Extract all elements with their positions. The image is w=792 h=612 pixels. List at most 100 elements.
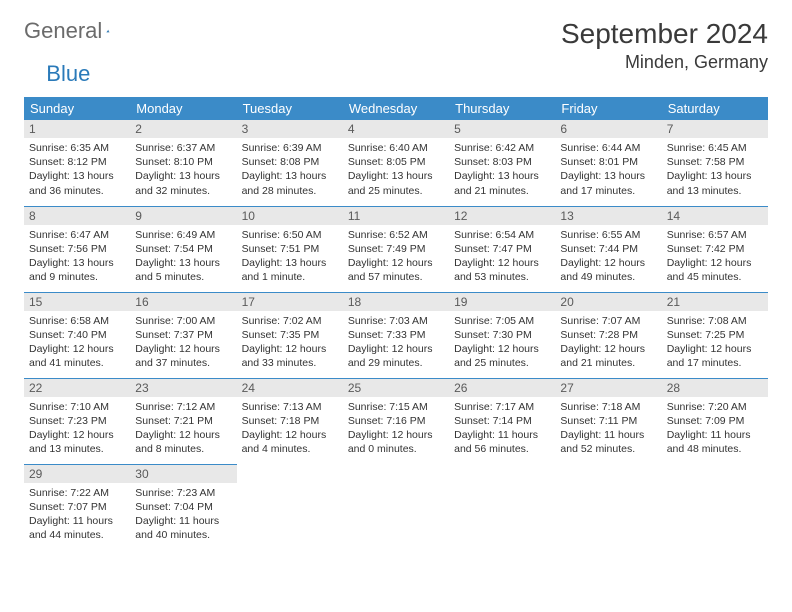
sunset-text: Sunset: 7:25 PM — [667, 328, 763, 342]
daylight-text: and 37 minutes. — [135, 356, 231, 370]
calendar-day-cell: 17Sunrise: 7:02 AMSunset: 7:35 PMDayligh… — [237, 292, 343, 378]
sunrise-text: Sunrise: 6:49 AM — [135, 228, 231, 242]
daylight-text: Daylight: 12 hours — [454, 256, 550, 270]
sunrise-text: Sunrise: 6:54 AM — [454, 228, 550, 242]
sunset-text: Sunset: 7:35 PM — [242, 328, 338, 342]
sunrise-text: Sunrise: 7:10 AM — [29, 400, 125, 414]
day-number: 19 — [449, 293, 555, 311]
daylight-text: and 17 minutes. — [667, 356, 763, 370]
weekday-header: Thursday — [449, 97, 555, 120]
daylight-text: and 52 minutes. — [560, 442, 656, 456]
weekday-header: Sunday — [24, 97, 130, 120]
sunset-text: Sunset: 8:10 PM — [135, 155, 231, 169]
day-number: 23 — [130, 379, 236, 397]
daylight-text: Daylight: 11 hours — [454, 428, 550, 442]
daylight-text: Daylight: 11 hours — [560, 428, 656, 442]
day-number: 9 — [130, 207, 236, 225]
sunset-text: Sunset: 7:56 PM — [29, 242, 125, 256]
sunrise-text: Sunrise: 7:20 AM — [667, 400, 763, 414]
calendar-week-row: 8Sunrise: 6:47 AMSunset: 7:56 PMDaylight… — [24, 206, 768, 292]
calendar-day-cell: 20Sunrise: 7:07 AMSunset: 7:28 PMDayligh… — [555, 292, 661, 378]
calendar-day-cell: 12Sunrise: 6:54 AMSunset: 7:47 PMDayligh… — [449, 206, 555, 292]
sunset-text: Sunset: 8:05 PM — [348, 155, 444, 169]
daylight-text: and 49 minutes. — [560, 270, 656, 284]
sunset-text: Sunset: 7:54 PM — [135, 242, 231, 256]
sunset-text: Sunset: 7:28 PM — [560, 328, 656, 342]
day-details: Sunrise: 6:45 AMSunset: 7:58 PMDaylight:… — [662, 138, 768, 203]
daylight-text: Daylight: 13 hours — [135, 256, 231, 270]
calendar-table: Sunday Monday Tuesday Wednesday Thursday… — [24, 97, 768, 550]
day-number: 4 — [343, 120, 449, 138]
daylight-text: Daylight: 13 hours — [29, 169, 125, 183]
daylight-text: Daylight: 12 hours — [667, 342, 763, 356]
sunrise-text: Sunrise: 6:55 AM — [560, 228, 656, 242]
calendar-day-cell: 28Sunrise: 7:20 AMSunset: 7:09 PMDayligh… — [662, 378, 768, 464]
daylight-text: and 5 minutes. — [135, 270, 231, 284]
sunset-text: Sunset: 7:09 PM — [667, 414, 763, 428]
sunrise-text: Sunrise: 7:00 AM — [135, 314, 231, 328]
day-details: Sunrise: 7:02 AMSunset: 7:35 PMDaylight:… — [237, 311, 343, 376]
daylight-text: Daylight: 12 hours — [348, 342, 444, 356]
day-number: 21 — [662, 293, 768, 311]
day-details: Sunrise: 7:03 AMSunset: 7:33 PMDaylight:… — [343, 311, 449, 376]
day-number: 18 — [343, 293, 449, 311]
brand-logo: General — [24, 18, 130, 44]
day-details: Sunrise: 6:47 AMSunset: 7:56 PMDaylight:… — [24, 225, 130, 290]
sunset-text: Sunset: 8:08 PM — [242, 155, 338, 169]
day-number: 17 — [237, 293, 343, 311]
sunset-text: Sunset: 7:07 PM — [29, 500, 125, 514]
calendar-day-cell: 3Sunrise: 6:39 AMSunset: 8:08 PMDaylight… — [237, 120, 343, 206]
day-number: 6 — [555, 120, 661, 138]
calendar-day-cell: 2Sunrise: 6:37 AMSunset: 8:10 PMDaylight… — [130, 120, 236, 206]
calendar-day-cell: 19Sunrise: 7:05 AMSunset: 7:30 PMDayligh… — [449, 292, 555, 378]
calendar-day-cell: 10Sunrise: 6:50 AMSunset: 7:51 PMDayligh… — [237, 206, 343, 292]
calendar-day-cell: 11Sunrise: 6:52 AMSunset: 7:49 PMDayligh… — [343, 206, 449, 292]
daylight-text: Daylight: 12 hours — [242, 428, 338, 442]
weekday-header: Monday — [130, 97, 236, 120]
daylight-text: and 21 minutes. — [560, 356, 656, 370]
calendar-day-cell: 1Sunrise: 6:35 AMSunset: 8:12 PMDaylight… — [24, 120, 130, 206]
daylight-text: Daylight: 13 hours — [560, 169, 656, 183]
daylight-text: Daylight: 13 hours — [454, 169, 550, 183]
sunrise-text: Sunrise: 7:17 AM — [454, 400, 550, 414]
daylight-text: Daylight: 12 hours — [560, 342, 656, 356]
day-number: 5 — [449, 120, 555, 138]
day-details: Sunrise: 7:13 AMSunset: 7:18 PMDaylight:… — [237, 397, 343, 462]
sunset-text: Sunset: 7:42 PM — [667, 242, 763, 256]
calendar-day-cell: 18Sunrise: 7:03 AMSunset: 7:33 PMDayligh… — [343, 292, 449, 378]
day-details: Sunrise: 6:49 AMSunset: 7:54 PMDaylight:… — [130, 225, 236, 290]
day-details: Sunrise: 7:22 AMSunset: 7:07 PMDaylight:… — [24, 483, 130, 548]
sunset-text: Sunset: 7:40 PM — [29, 328, 125, 342]
sunset-text: Sunset: 7:33 PM — [348, 328, 444, 342]
calendar-day-cell: 30Sunrise: 7:23 AMSunset: 7:04 PMDayligh… — [130, 464, 236, 550]
sunrise-text: Sunrise: 7:15 AM — [348, 400, 444, 414]
sunrise-text: Sunrise: 7:13 AM — [242, 400, 338, 414]
daylight-text: Daylight: 12 hours — [135, 342, 231, 356]
calendar-week-row: 29Sunrise: 7:22 AMSunset: 7:07 PMDayligh… — [24, 464, 768, 550]
daylight-text: Daylight: 11 hours — [29, 514, 125, 528]
brand-blue: Blue — [46, 61, 90, 87]
daylight-text: and 8 minutes. — [135, 442, 231, 456]
weekday-header-row: Sunday Monday Tuesday Wednesday Thursday… — [24, 97, 768, 120]
daylight-text: Daylight: 12 hours — [135, 428, 231, 442]
daylight-text: and 25 minutes. — [454, 356, 550, 370]
sunrise-text: Sunrise: 7:03 AM — [348, 314, 444, 328]
daylight-text: and 4 minutes. — [242, 442, 338, 456]
daylight-text: Daylight: 12 hours — [348, 428, 444, 442]
calendar-day-cell: 21Sunrise: 7:08 AMSunset: 7:25 PMDayligh… — [662, 292, 768, 378]
day-number: 14 — [662, 207, 768, 225]
daylight-text: and 41 minutes. — [29, 356, 125, 370]
sunset-text: Sunset: 7:47 PM — [454, 242, 550, 256]
calendar-day-cell: 22Sunrise: 7:10 AMSunset: 7:23 PMDayligh… — [24, 378, 130, 464]
sunset-text: Sunset: 7:30 PM — [454, 328, 550, 342]
day-number: 28 — [662, 379, 768, 397]
calendar-day-cell — [449, 464, 555, 550]
sunset-text: Sunset: 7:23 PM — [29, 414, 125, 428]
daylight-text: Daylight: 12 hours — [348, 256, 444, 270]
daylight-text: Daylight: 13 hours — [135, 169, 231, 183]
daylight-text: Daylight: 12 hours — [242, 342, 338, 356]
calendar-day-cell: 5Sunrise: 6:42 AMSunset: 8:03 PMDaylight… — [449, 120, 555, 206]
sunset-text: Sunset: 7:16 PM — [348, 414, 444, 428]
day-details: Sunrise: 6:54 AMSunset: 7:47 PMDaylight:… — [449, 225, 555, 290]
weekday-header: Wednesday — [343, 97, 449, 120]
